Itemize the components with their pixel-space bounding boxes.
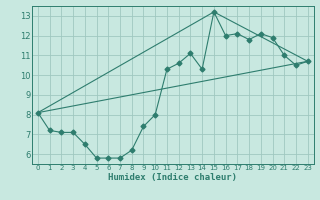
X-axis label: Humidex (Indice chaleur): Humidex (Indice chaleur) (108, 173, 237, 182)
